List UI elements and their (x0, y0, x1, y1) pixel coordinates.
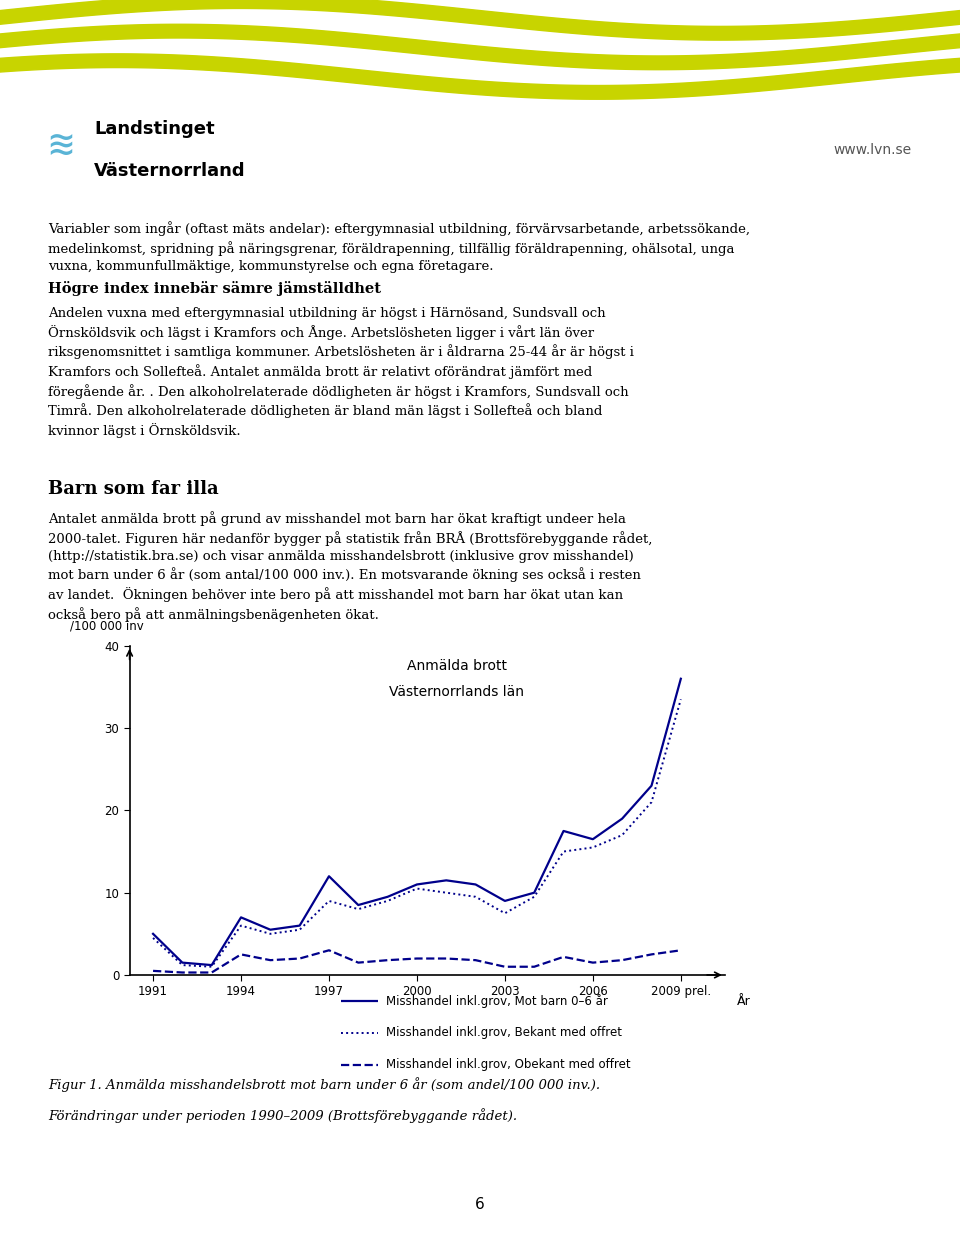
Text: År: År (736, 995, 751, 1007)
Text: Anmälda brott: Anmälda brott (407, 660, 507, 673)
Text: Landstinget: Landstinget (94, 120, 215, 138)
Text: Förändringar under perioden 1990–2009 (Brottsförebyggande rådet).: Förändringar under perioden 1990–2009 (B… (48, 1108, 517, 1123)
Text: Figur 1. Anmälda misshandelsbrott mot barn under 6 år (som andel/100 000 inv.).: Figur 1. Anmälda misshandelsbrott mot ba… (48, 1077, 600, 1092)
Text: /100 000 inv: /100 000 inv (70, 620, 144, 632)
Text: Misshandel inkl.grov, Bekant med offret: Misshandel inkl.grov, Bekant med offret (386, 1026, 622, 1040)
Text: Västernorrland: Västernorrland (94, 163, 246, 180)
Text: Högre index innebär sämre jämställdhet: Högre index innebär sämre jämställdhet (48, 281, 381, 296)
Text: Antalet anmälda brott på grund av misshandel mot barn har ökat kraftigt undeer h: Antalet anmälda brott på grund av missha… (48, 510, 653, 621)
Text: Barn som far illa: Barn som far illa (48, 481, 219, 498)
Text: Andelen vuxna med eftergymnasial utbildning är högst i Härnösand, Sundsvall och
: Andelen vuxna med eftergymnasial utbildn… (48, 307, 634, 438)
Text: Variabler som ingår (oftast mäts andelar): eftergymnasial utbildning, förvärvsar: Variabler som ingår (oftast mäts andelar… (48, 221, 750, 273)
Text: 6: 6 (475, 1197, 485, 1212)
Text: Misshandel inkl.grov, Mot barn 0–6 år: Misshandel inkl.grov, Mot barn 0–6 år (386, 994, 608, 1009)
Text: ≋: ≋ (48, 125, 73, 168)
Text: Västernorrlands län: Västernorrlands län (390, 686, 524, 699)
Text: Misshandel inkl.grov, Obekant med offret: Misshandel inkl.grov, Obekant med offret (386, 1058, 631, 1071)
Text: www.lvn.se: www.lvn.se (834, 143, 912, 158)
